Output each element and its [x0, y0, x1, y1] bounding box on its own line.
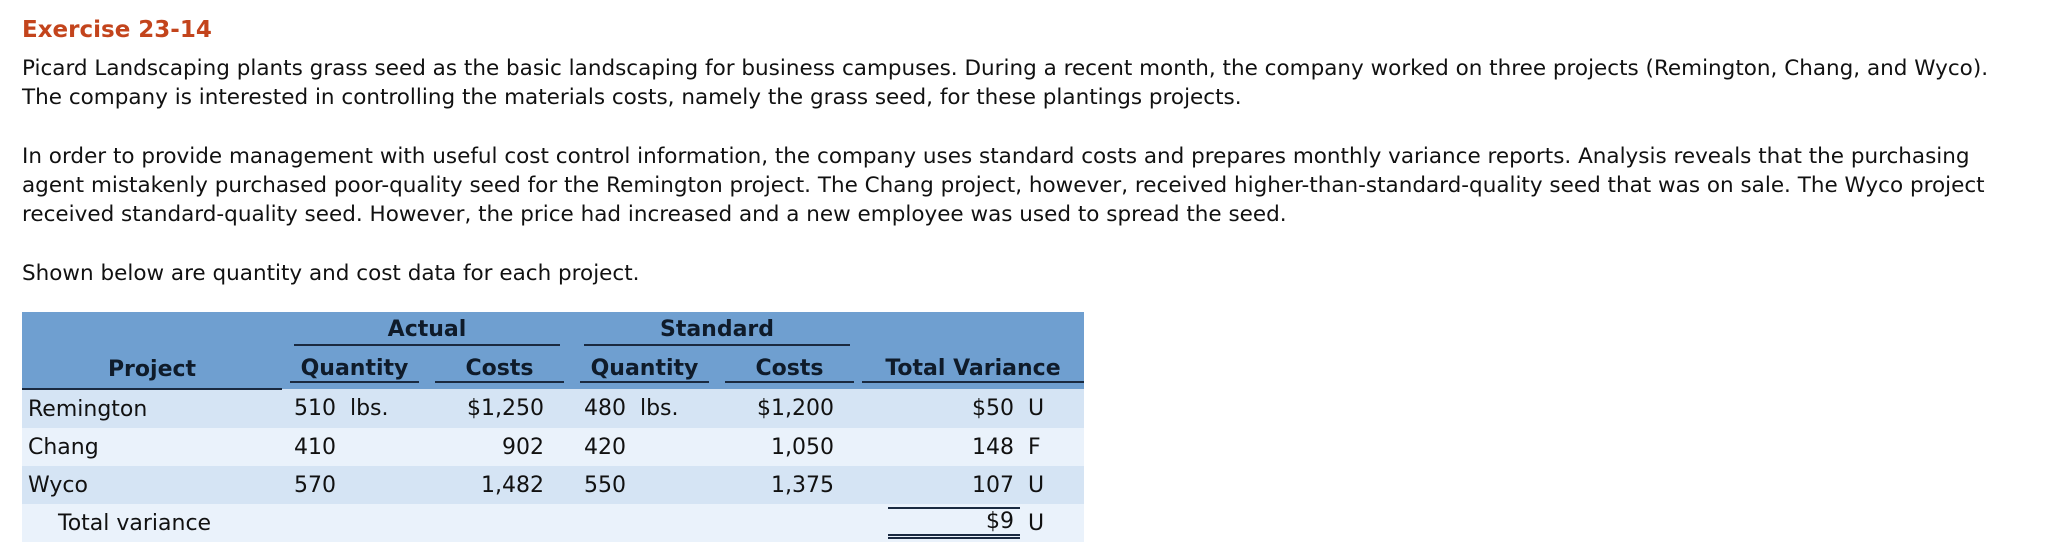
intro-paragraph: Picard Landscaping plants grass seed as …	[22, 56, 1989, 110]
variance-amount: $50	[972, 396, 1014, 421]
analysis-paragraph: In order to provide management with usef…	[22, 144, 1985, 227]
table-row: Remington 510 lbs. $1,250 480 lbs. $1,20…	[22, 389, 1084, 428]
total-variance-flag: U	[1028, 510, 1045, 536]
project-name: Chang	[22, 428, 282, 466]
actual-quantity-header: Quantity	[282, 350, 427, 389]
group-header-row: Actual Standard	[22, 312, 1084, 350]
column-header-row: Project Quantity Costs Quantity Costs To…	[22, 350, 1084, 390]
total-variance-cell: $50 U	[862, 389, 1084, 428]
table-intro-text: Shown below are quantity and cost data f…	[22, 261, 640, 286]
standard-quantity: 480 lbs.	[572, 389, 717, 428]
actual-quantity: 510 lbs.	[282, 389, 427, 428]
standard-group-header: Standard	[572, 312, 862, 350]
variance-amount: 148	[972, 434, 1014, 460]
actual-costs: 902	[427, 428, 572, 466]
variance-flag: U	[1028, 472, 1045, 498]
variance-amount: 107	[972, 472, 1014, 498]
variance-flag: U	[1028, 396, 1045, 421]
total-row: Total variance $9 U	[22, 504, 1084, 542]
standard-quantity: 420	[572, 428, 717, 466]
standard-costs: 1,050	[717, 428, 862, 466]
total-variance-cell: 107 U	[862, 466, 1084, 504]
standard-costs-header: Costs	[717, 350, 862, 389]
actual-costs: 1,482	[427, 466, 572, 504]
standard-quantity: 550	[572, 466, 717, 504]
actual-quantity: 570	[282, 466, 427, 504]
cost-data-table: Actual Standard Project Quantity Costs Q…	[22, 312, 1084, 542]
project-name: Wyco	[22, 466, 282, 504]
total-variance-cell: $9 U	[862, 504, 1084, 542]
actual-costs: $1,250	[427, 389, 572, 428]
actual-quantity: 410	[282, 428, 427, 466]
exercise-title: Exercise 23-14	[22, 17, 212, 43]
total-variance-cell: 148 F	[862, 428, 1084, 466]
actual-group-header: Actual	[282, 312, 572, 350]
actual-costs-header: Costs	[427, 350, 572, 389]
project-column-header: Project	[22, 350, 282, 390]
table-row: Wyco 570 1,482 550 1,375 107 U	[22, 466, 1084, 504]
total-variance-header: Total Variance	[862, 350, 1084, 389]
total-variance-label: Total variance	[22, 504, 282, 542]
standard-quantity-header: Quantity	[572, 350, 717, 389]
standard-costs: $1,200	[717, 389, 862, 428]
table-row: Chang 410 902 420 1,050 148 F	[22, 428, 1084, 466]
variance-flag: F	[1028, 434, 1041, 460]
exercise-content: Exercise 23-14 Picard Landscaping plants…	[22, 14, 2032, 542]
standard-costs: 1,375	[717, 466, 862, 504]
total-variance-amount: $9	[888, 507, 1020, 539]
project-name: Remington	[22, 389, 282, 428]
